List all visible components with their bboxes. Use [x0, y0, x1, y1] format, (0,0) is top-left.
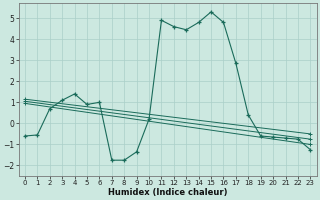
X-axis label: Humidex (Indice chaleur): Humidex (Indice chaleur) — [108, 188, 228, 197]
